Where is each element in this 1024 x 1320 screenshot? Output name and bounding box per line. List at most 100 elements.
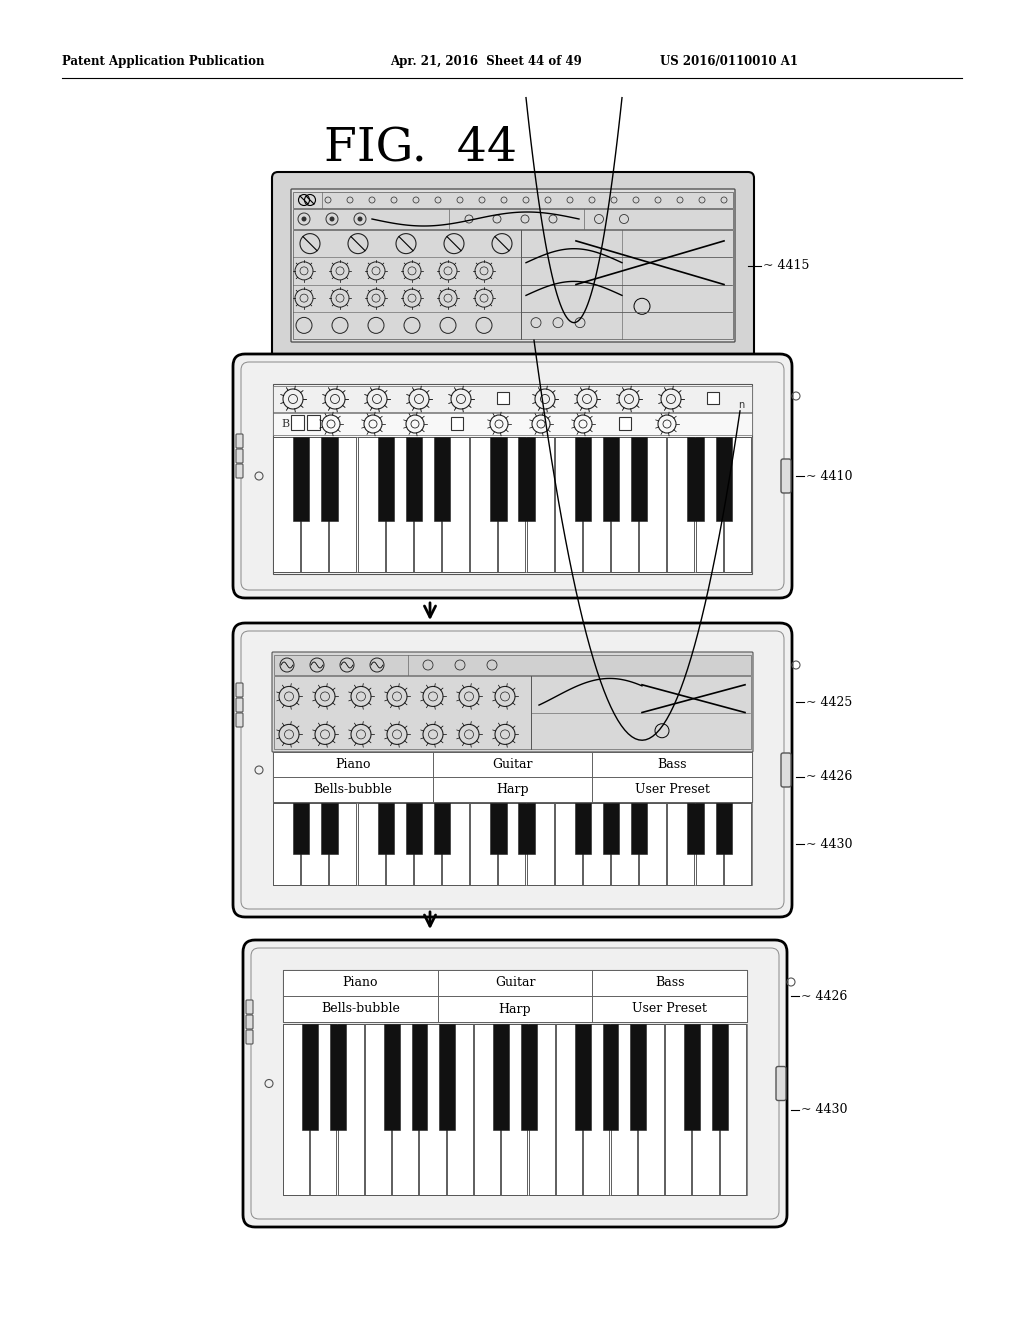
Text: Harp: Harp xyxy=(499,1002,531,1015)
Bar xyxy=(712,1024,728,1130)
FancyBboxPatch shape xyxy=(776,1067,786,1101)
Bar xyxy=(716,437,732,520)
Text: Guitar: Guitar xyxy=(495,977,536,990)
Bar xyxy=(592,777,752,803)
Bar xyxy=(273,752,433,777)
Bar xyxy=(273,752,752,803)
Bar xyxy=(631,803,647,854)
Bar xyxy=(442,803,469,884)
Bar xyxy=(293,803,309,854)
Text: ~ 4415: ~ 4415 xyxy=(763,259,809,272)
Text: US 2016/0110010 A1: US 2016/0110010 A1 xyxy=(660,55,798,69)
FancyBboxPatch shape xyxy=(781,752,791,787)
FancyBboxPatch shape xyxy=(272,652,753,752)
Bar xyxy=(583,803,610,884)
Bar xyxy=(630,1024,646,1130)
FancyBboxPatch shape xyxy=(236,434,243,447)
Bar xyxy=(273,803,752,884)
Bar xyxy=(384,1024,400,1130)
Bar xyxy=(716,803,732,854)
Bar xyxy=(433,777,592,803)
Bar xyxy=(283,1024,746,1195)
Bar xyxy=(684,1024,700,1130)
Bar xyxy=(687,437,703,520)
Bar xyxy=(592,997,746,1022)
Bar xyxy=(639,803,667,884)
Bar xyxy=(330,437,356,572)
Bar xyxy=(502,1024,527,1195)
Bar xyxy=(301,803,328,884)
Bar xyxy=(283,970,746,1022)
Text: Patent Application Publication: Patent Application Publication xyxy=(62,55,264,69)
Bar xyxy=(273,385,752,412)
Bar xyxy=(611,803,638,884)
Bar xyxy=(293,209,733,228)
Text: n: n xyxy=(738,400,744,411)
Bar xyxy=(639,437,667,572)
Bar xyxy=(386,437,413,572)
Bar xyxy=(283,997,437,1022)
FancyBboxPatch shape xyxy=(246,1030,253,1044)
FancyBboxPatch shape xyxy=(233,354,792,598)
Bar xyxy=(378,803,394,854)
Bar xyxy=(695,437,723,572)
Text: ~ 4425: ~ 4425 xyxy=(806,696,852,709)
Bar xyxy=(301,437,328,572)
Bar xyxy=(610,1024,637,1195)
FancyBboxPatch shape xyxy=(781,459,791,492)
FancyBboxPatch shape xyxy=(236,698,243,711)
Bar xyxy=(273,777,433,803)
Text: FIG.  44: FIG. 44 xyxy=(324,125,516,170)
Bar xyxy=(442,437,469,572)
Bar xyxy=(526,437,554,572)
Text: User Preset: User Preset xyxy=(632,1002,708,1015)
FancyBboxPatch shape xyxy=(236,682,243,697)
Bar xyxy=(378,437,394,520)
FancyBboxPatch shape xyxy=(246,1015,253,1030)
Bar xyxy=(592,752,752,777)
Bar xyxy=(707,392,719,404)
Bar xyxy=(668,803,694,884)
Bar xyxy=(555,437,582,572)
FancyBboxPatch shape xyxy=(236,449,243,463)
Bar xyxy=(293,230,733,339)
Bar xyxy=(603,803,620,854)
Bar xyxy=(412,1024,427,1130)
Bar xyxy=(322,803,338,854)
Bar xyxy=(386,803,413,884)
Text: Bass: Bass xyxy=(655,977,684,990)
Bar xyxy=(611,437,638,572)
Bar xyxy=(330,803,356,884)
Bar xyxy=(291,414,304,429)
FancyBboxPatch shape xyxy=(233,623,792,917)
Text: Bells-bubble: Bells-bubble xyxy=(321,1002,399,1015)
Bar xyxy=(293,437,309,520)
Bar xyxy=(274,676,751,748)
Bar xyxy=(638,1024,664,1195)
Bar xyxy=(437,997,592,1022)
Bar xyxy=(666,1024,691,1195)
Bar xyxy=(283,970,437,997)
Text: ~ 4426: ~ 4426 xyxy=(806,771,852,784)
FancyBboxPatch shape xyxy=(236,713,243,727)
FancyBboxPatch shape xyxy=(272,172,754,359)
Bar xyxy=(451,417,463,429)
Bar xyxy=(357,803,384,884)
Bar xyxy=(406,803,422,854)
Text: B: B xyxy=(281,418,289,429)
Text: Guitar: Guitar xyxy=(493,758,532,771)
Bar xyxy=(518,803,535,854)
Text: Harp: Harp xyxy=(497,783,528,796)
Bar xyxy=(273,384,752,574)
Bar xyxy=(602,1024,618,1130)
Bar xyxy=(499,803,525,884)
Text: ~ 4426: ~ 4426 xyxy=(801,990,848,1002)
Bar xyxy=(434,803,451,854)
Text: ~ 4410: ~ 4410 xyxy=(806,470,853,483)
Circle shape xyxy=(357,216,362,222)
Bar xyxy=(433,752,592,777)
Bar xyxy=(618,417,631,429)
FancyBboxPatch shape xyxy=(246,1001,253,1014)
Bar xyxy=(499,437,525,572)
Bar xyxy=(490,437,507,520)
